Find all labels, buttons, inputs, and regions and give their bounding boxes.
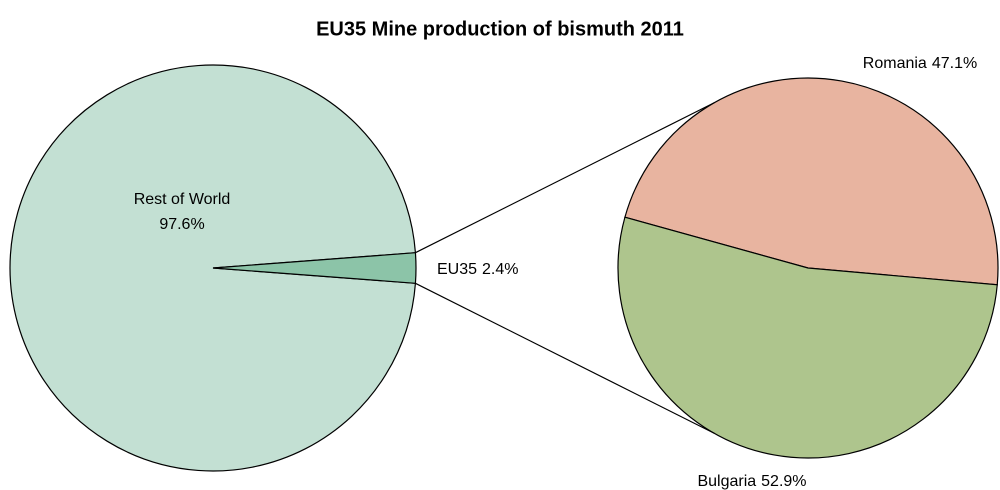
data-label: Romania 47.1%	[863, 55, 977, 72]
data-label: Rest of World 97.6%	[134, 191, 231, 233]
value-label: 47.1%	[932, 55, 977, 72]
category-label: Bulgaria	[697, 473, 756, 490]
connector-line	[415, 102, 715, 254]
category-label: EU35	[437, 261, 477, 278]
category-label: Romania	[863, 55, 927, 72]
category-label: Rest of World	[134, 191, 231, 208]
chart-title: EU35 Mine production of bismuth 2011	[316, 18, 684, 40]
data-label: EU35 2.4%	[437, 261, 519, 278]
value-label: 2.4%	[482, 261, 518, 278]
data-label: Bulgaria 52.9%	[697, 473, 806, 490]
value-label: 97.6%	[159, 216, 204, 233]
connector-line	[415, 282, 715, 434]
value-label: 52.9%	[761, 473, 806, 490]
pie-slice	[9, 64, 417, 472]
pie-slice	[212, 252, 417, 284]
pie-slice	[624, 77, 999, 286]
pie-slice	[617, 216, 998, 459]
